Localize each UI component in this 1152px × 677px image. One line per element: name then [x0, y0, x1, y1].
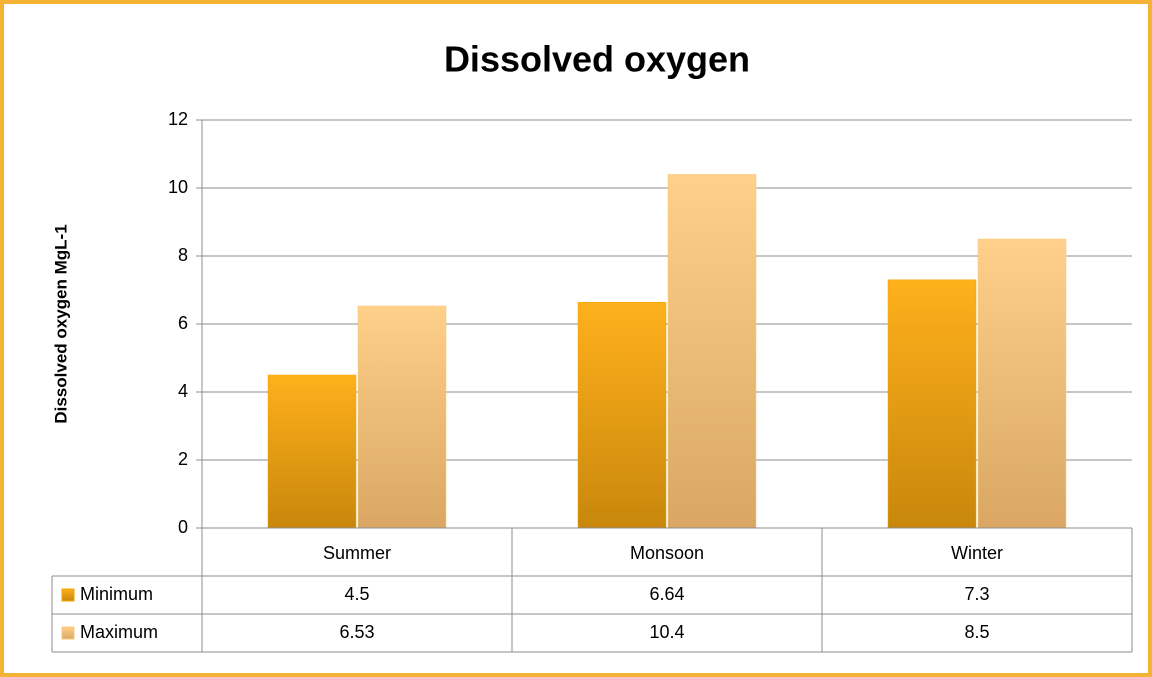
chart-title: Dissolved oxygen	[444, 39, 750, 80]
legend-label: Minimum	[80, 584, 153, 604]
y-tick-label: 12	[168, 109, 188, 129]
x-tick-label: Summer	[323, 543, 391, 563]
y-tick-label: 4	[178, 381, 188, 401]
legend-key	[61, 626, 75, 640]
x-tick-label: Winter	[951, 543, 1003, 563]
table-value: 6.53	[339, 622, 374, 642]
legend-key	[61, 588, 75, 602]
table-value: 4.5	[344, 584, 369, 604]
y-axis-label: Dissolved oxygen MgL-1	[51, 224, 70, 423]
bar	[267, 374, 357, 529]
table-value: 8.5	[964, 622, 989, 642]
legend-label: Maximum	[80, 622, 158, 642]
bar	[577, 301, 667, 529]
bar	[887, 279, 977, 529]
y-tick-label: 2	[178, 449, 188, 469]
bar	[977, 238, 1067, 529]
y-tick-label: 6	[178, 313, 188, 333]
bar	[357, 305, 447, 529]
x-tick-label: Monsoon	[630, 543, 704, 563]
y-tick-label: 8	[178, 245, 188, 265]
table-value: 7.3	[964, 584, 989, 604]
y-tick-label: 10	[168, 177, 188, 197]
table-value: 6.64	[649, 584, 684, 604]
table-value: 10.4	[649, 622, 684, 642]
bar	[667, 174, 757, 529]
y-tick-label: 0	[178, 517, 188, 537]
